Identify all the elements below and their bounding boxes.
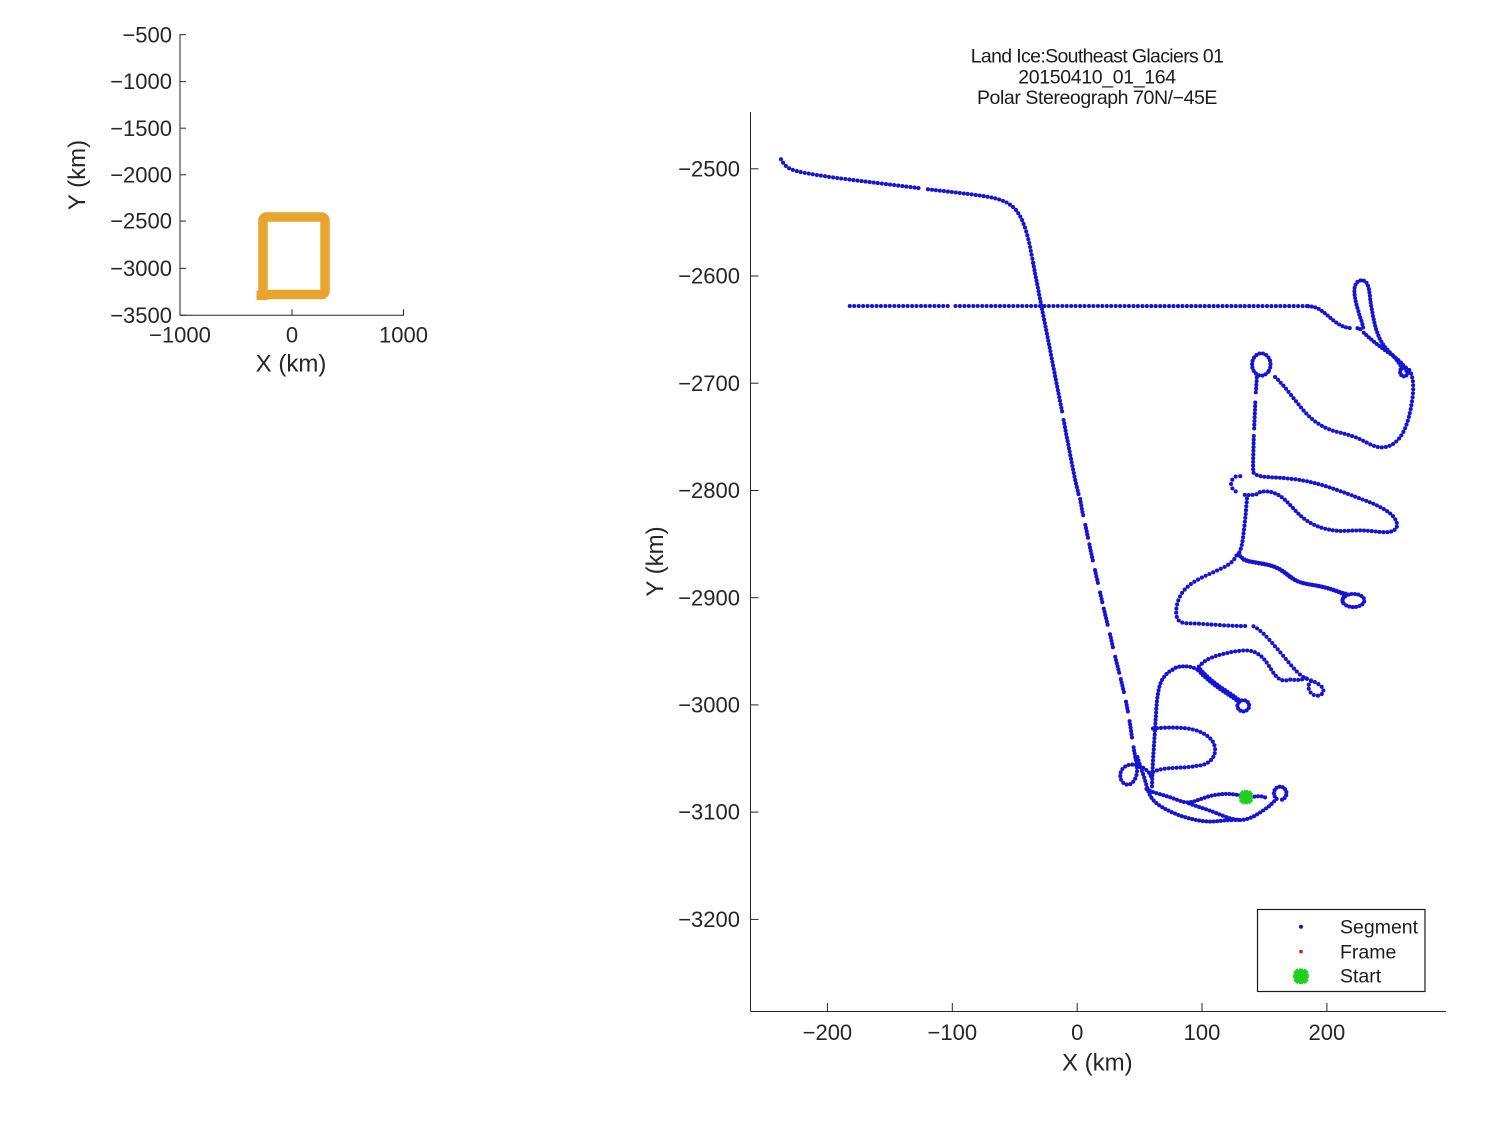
- svg-text:−3100: −3100: [678, 800, 740, 825]
- svg-text:Y (km): Y (km): [64, 140, 91, 210]
- svg-text:−3200: −3200: [678, 907, 740, 932]
- svg-text:−1000: −1000: [110, 69, 172, 94]
- svg-text:0: 0: [286, 323, 298, 348]
- svg-text:−2000: −2000: [110, 162, 172, 187]
- svg-text:Polar Stereograph 70N/−45E: Polar Stereograph 70N/−45E: [977, 87, 1217, 109]
- svg-text:−500: −500: [122, 22, 172, 47]
- svg-text:X (km): X (km): [256, 351, 327, 378]
- svg-text:−100: −100: [928, 1020, 978, 1045]
- svg-text:100: 100: [1184, 1020, 1221, 1045]
- svg-text:−200: −200: [803, 1020, 853, 1045]
- svg-text:20150410_01_164: 20150410_01_164: [1018, 67, 1176, 89]
- svg-text:−1000: −1000: [149, 323, 211, 348]
- svg-text:−3500: −3500: [110, 303, 172, 328]
- svg-text:0: 0: [1071, 1020, 1083, 1045]
- svg-text:−3000: −3000: [110, 256, 172, 281]
- svg-text:−3000: −3000: [678, 693, 740, 718]
- svg-text:−2600: −2600: [678, 264, 740, 289]
- svg-text:−1500: −1500: [110, 116, 172, 141]
- svg-text:Frame: Frame: [1340, 941, 1396, 963]
- svg-text:Segment: Segment: [1340, 917, 1419, 939]
- svg-text:Land Ice:Southeast Glaciers 01: Land Ice:Southeast Glaciers 01: [971, 45, 1224, 67]
- svg-text:X (km): X (km): [1062, 1050, 1133, 1077]
- svg-text:−2700: −2700: [678, 371, 740, 396]
- svg-text:200: 200: [1309, 1020, 1346, 1045]
- svg-text:Start: Start: [1340, 965, 1382, 987]
- svg-text:1000: 1000: [379, 323, 428, 348]
- svg-text:−2500: −2500: [678, 156, 740, 181]
- svg-text:−2500: −2500: [110, 209, 172, 234]
- svg-text:Y (km): Y (km): [642, 526, 669, 596]
- svg-text:−2900: −2900: [678, 585, 740, 610]
- svg-text:−2800: −2800: [678, 478, 740, 503]
